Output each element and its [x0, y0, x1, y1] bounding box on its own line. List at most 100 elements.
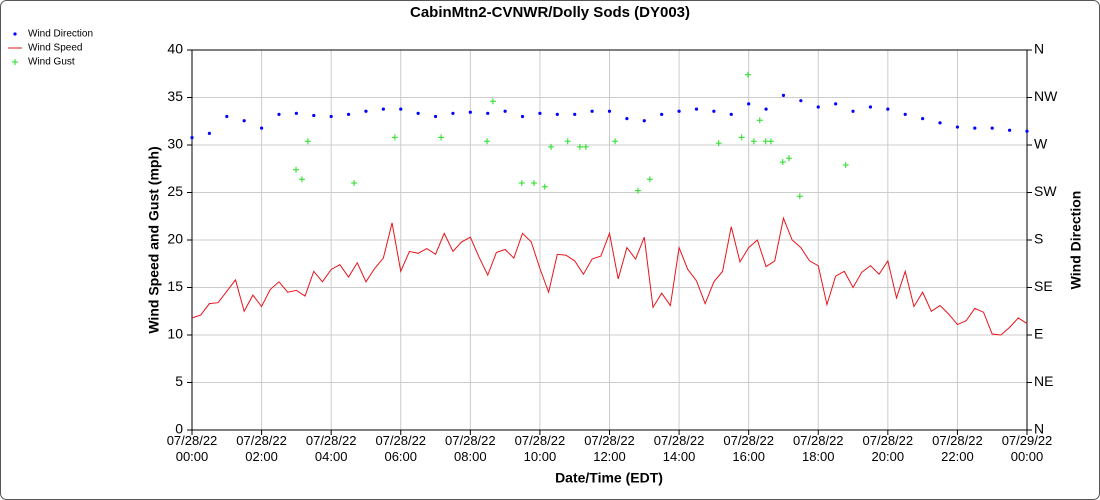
- y-tick-label: 10: [167, 326, 183, 342]
- gust-marker: [531, 180, 538, 186]
- gust-marker: [779, 159, 786, 166]
- gust-marker: [541, 183, 548, 190]
- direction-marker: [816, 105, 820, 109]
- direction-marker: [921, 117, 925, 121]
- gust-marker: [842, 161, 849, 168]
- direction-marker: [416, 111, 420, 115]
- direction-marker: [207, 131, 211, 135]
- gust-marker: [582, 143, 589, 150]
- legend-swatch: [13, 32, 17, 36]
- gust-marker: [438, 134, 445, 141]
- gust-marker: [738, 134, 745, 141]
- direction-marker: [868, 105, 873, 109]
- direction-marker: [660, 112, 664, 116]
- direction-marker: [503, 109, 507, 113]
- direction-marker: [625, 117, 629, 121]
- series: [190, 93, 1029, 140]
- gust-marker: [715, 140, 722, 147]
- gust-marker: [744, 71, 751, 78]
- y-tick-label: 30: [167, 136, 183, 152]
- direction-marker: [642, 119, 646, 123]
- y-tick-label: 35: [167, 88, 183, 104]
- direction-marker: [729, 112, 733, 116]
- y-tick-label: 5: [175, 373, 183, 389]
- direction-marker: [538, 111, 542, 115]
- direction-marker: [242, 119, 246, 123]
- x-tick-label: 07/28/22 04:00: [306, 433, 357, 464]
- y-tick-label: 40: [167, 41, 183, 57]
- legend-swatch: [12, 59, 18, 65]
- gust-marker: [762, 138, 769, 145]
- direction-marker: [486, 111, 490, 115]
- direction-marker: [781, 93, 786, 97]
- x-axis-label: Date/Time (EDT): [555, 470, 663, 486]
- direction-marker: [851, 109, 855, 113]
- gust-marker: [304, 138, 311, 145]
- direction-marker: [694, 107, 699, 111]
- gust-marker: [548, 143, 555, 150]
- x-tick-label: 07/28/22 00:00: [167, 433, 218, 464]
- direction-marker: [955, 125, 960, 129]
- gust-marker: [750, 138, 757, 145]
- gust-marker: [612, 138, 619, 145]
- gust-marker: [767, 138, 774, 145]
- direction-marker: [277, 112, 281, 116]
- y-tick-label: 25: [167, 183, 183, 199]
- chart-title: CabinMtn2-CVNWR/Dolly Sods (DY003): [410, 4, 690, 21]
- series: [293, 71, 849, 200]
- direction-marker: [399, 107, 403, 111]
- series: [191, 216, 1028, 336]
- direction-marker: [312, 113, 316, 118]
- direction-marker: [573, 112, 577, 116]
- x-tick-label: 07/28/22 10:00: [515, 433, 566, 464]
- x-tick-label: 07/28/22 06:00: [375, 433, 426, 464]
- y2-tick-label: SE: [1034, 278, 1053, 294]
- direction-marker: [990, 126, 994, 130]
- direction-marker: [1008, 128, 1012, 132]
- direction-marker: [834, 102, 838, 106]
- direction-marker: [294, 111, 298, 115]
- gust-marker: [756, 117, 763, 124]
- gust-marker: [489, 98, 496, 105]
- direction-marker: [903, 112, 907, 116]
- direction-marker: [329, 114, 333, 119]
- direction-marker: [190, 136, 194, 140]
- y2-axis-label: Wind Direction: [1068, 191, 1084, 290]
- x-tick-label: 07/28/22 16:00: [723, 433, 774, 464]
- direction-marker: [677, 109, 681, 113]
- gust-marker: [786, 155, 793, 162]
- gust-marker: [646, 176, 653, 183]
- direction-marker: [451, 111, 455, 115]
- x-tick-label: 07/28/22 20:00: [863, 433, 914, 464]
- y-tick-label: 20: [167, 231, 183, 247]
- gust-marker: [351, 180, 358, 186]
- x-tick-label: 07/28/22 14:00: [654, 433, 705, 464]
- direction-marker: [590, 109, 594, 113]
- gust-marker: [298, 176, 305, 183]
- direction-marker: [346, 112, 351, 116]
- direction-marker: [555, 112, 559, 116]
- direction-marker: [259, 126, 264, 130]
- x-tick-label: 07/29/22 00:00: [1002, 433, 1053, 464]
- gust-marker: [796, 193, 803, 200]
- legend-label: Wind Direction: [28, 29, 93, 40]
- direction-marker: [938, 121, 942, 125]
- y2-tick-label: SW: [1034, 183, 1057, 199]
- direction-marker: [764, 107, 768, 111]
- direction-marker: [712, 109, 716, 113]
- legend-label: Wind Gust: [28, 57, 75, 68]
- y2-tick-label: NW: [1034, 88, 1058, 104]
- x-tick-label: 07/28/22 22:00: [932, 433, 983, 464]
- x-tick-label: 07/28/22 12:00: [584, 433, 635, 464]
- direction-marker: [1025, 129, 1029, 133]
- y2-tick-label: N: [1034, 41, 1044, 57]
- direction-marker: [607, 109, 612, 113]
- y2-tick-label: E: [1034, 326, 1043, 342]
- y2-tick-label: N: [1034, 421, 1044, 437]
- gust-marker: [391, 134, 398, 141]
- y2-tick-label: S: [1034, 231, 1043, 247]
- y-tick-label: 15: [167, 278, 183, 294]
- direction-marker: [799, 99, 803, 103]
